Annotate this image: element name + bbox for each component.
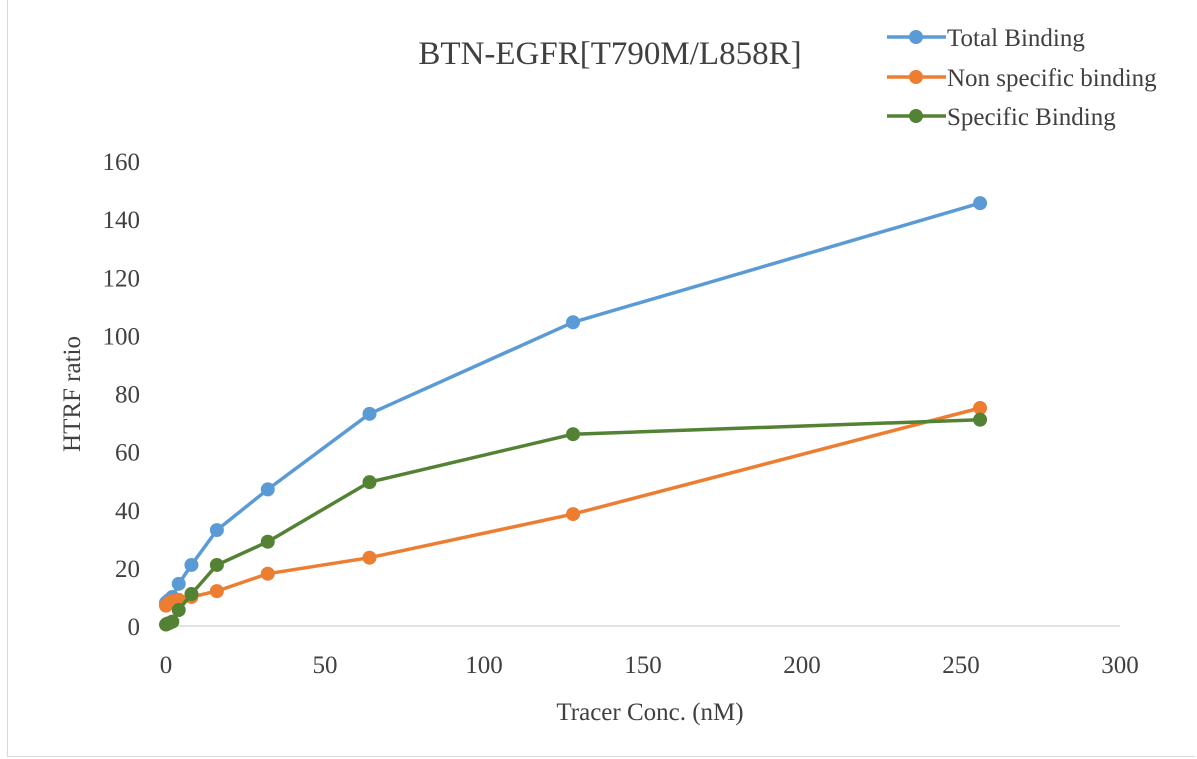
- legend-label: Non specific binding: [947, 65, 1157, 92]
- y-tick-label: 80: [115, 382, 140, 409]
- legend-label: Specific Binding: [947, 104, 1116, 131]
- y-tick-label: 140: [103, 207, 141, 234]
- data-point: [172, 577, 186, 591]
- chart-title: BTN-EGFR[T790M/L858R]: [418, 36, 801, 72]
- legend-label: Total Binding: [947, 25, 1085, 52]
- data-point: [210, 558, 224, 572]
- y-tick-label: 40: [115, 498, 140, 525]
- y-axis-ticks: 0 20 40 60 80 100 120 140 160: [103, 149, 141, 641]
- legend-item: Non specific binding: [887, 65, 1157, 92]
- y-tick-label: 0: [128, 614, 141, 641]
- x-tick-label: 150: [624, 652, 662, 679]
- series-2: [159, 413, 987, 632]
- legend-item: Specific Binding: [887, 104, 1116, 131]
- data-point: [184, 558, 198, 572]
- legend-marker: [909, 70, 923, 84]
- data-point: [363, 475, 377, 489]
- y-tick-label: 100: [103, 323, 141, 350]
- x-tick-label: 300: [1101, 652, 1139, 679]
- x-tick-label: 250: [942, 652, 980, 679]
- series-line: [166, 203, 980, 603]
- y-tick-label: 20: [115, 556, 140, 583]
- y-axis-label: HTRF ratio: [59, 336, 86, 452]
- data-point: [184, 587, 198, 601]
- data-point: [210, 523, 224, 537]
- data-point: [363, 551, 377, 565]
- data-point: [566, 427, 580, 441]
- x-axis-ticks: 0 50 100 150 200 250 300: [160, 652, 1139, 679]
- series-line: [166, 420, 980, 625]
- data-point: [566, 315, 580, 329]
- data-point: [172, 603, 186, 617]
- x-tick-label: 100: [465, 652, 503, 679]
- plot-area: [159, 196, 987, 631]
- data-point: [261, 567, 275, 581]
- data-point: [210, 584, 224, 598]
- x-tick-label: 200: [783, 652, 821, 679]
- y-tick-label: 160: [103, 149, 141, 176]
- x-axis-label: Tracer Conc. (nM): [556, 699, 743, 726]
- legend: Total Binding Non specific binding Specifi…: [887, 25, 1157, 131]
- x-tick-label: 0: [160, 652, 173, 679]
- data-point: [261, 535, 275, 549]
- series-0: [159, 196, 987, 610]
- x-tick-label: 50: [313, 652, 338, 679]
- y-tick-label: 60: [115, 440, 140, 467]
- data-point: [973, 196, 987, 210]
- data-point: [566, 507, 580, 521]
- y-tick-label: 120: [103, 265, 141, 292]
- data-point: [973, 413, 987, 427]
- legend-marker: [909, 109, 923, 123]
- legend-item: Total Binding: [887, 25, 1085, 52]
- data-point: [261, 482, 275, 496]
- legend-marker: [909, 30, 923, 44]
- data-point: [363, 407, 377, 421]
